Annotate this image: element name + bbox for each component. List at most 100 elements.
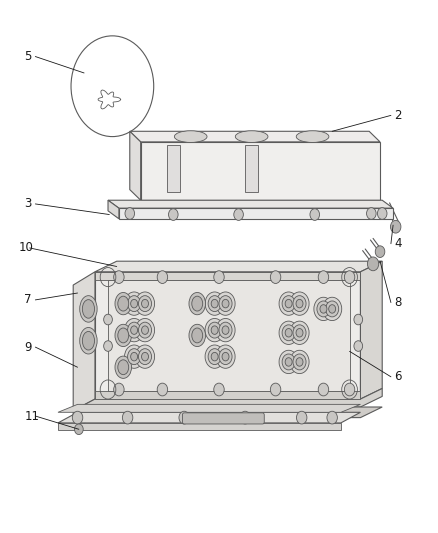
Circle shape [74,424,83,434]
Polygon shape [95,272,360,399]
Circle shape [208,296,221,312]
Text: 10: 10 [19,241,34,254]
Circle shape [216,318,235,342]
Circle shape [71,36,154,136]
Circle shape [290,292,309,316]
Circle shape [320,305,327,313]
Ellipse shape [115,293,131,315]
Circle shape [314,297,333,320]
Text: 4: 4 [394,237,402,250]
Circle shape [141,300,148,308]
Circle shape [131,300,138,308]
Circle shape [211,352,218,361]
Circle shape [179,411,189,424]
Ellipse shape [115,356,131,378]
Circle shape [318,383,328,396]
Circle shape [290,350,309,374]
Ellipse shape [82,300,95,318]
Circle shape [234,209,244,220]
Circle shape [293,296,306,312]
Circle shape [290,321,309,344]
Circle shape [222,326,229,334]
Polygon shape [167,144,180,192]
Circle shape [104,314,113,325]
Circle shape [296,358,303,366]
Polygon shape [58,423,341,430]
Circle shape [138,322,152,338]
Ellipse shape [189,324,205,346]
Circle shape [208,322,221,338]
Circle shape [141,352,148,361]
Polygon shape [141,142,380,200]
Ellipse shape [235,131,268,142]
Text: 7: 7 [25,293,32,306]
Circle shape [127,296,141,312]
Circle shape [205,292,224,316]
Polygon shape [73,272,95,411]
Circle shape [279,350,298,374]
Polygon shape [360,261,382,399]
Polygon shape [245,144,258,192]
FancyBboxPatch shape [183,413,264,424]
Circle shape [138,349,152,365]
Circle shape [293,325,306,341]
Circle shape [285,358,292,366]
Circle shape [317,301,330,317]
Ellipse shape [80,296,97,322]
Circle shape [297,411,307,424]
Circle shape [296,328,303,337]
Circle shape [131,326,138,334]
Circle shape [104,341,113,351]
Text: 11: 11 [25,409,39,423]
Text: 3: 3 [25,197,32,211]
Polygon shape [95,272,360,280]
Ellipse shape [115,324,131,346]
Ellipse shape [174,131,207,142]
Text: 2: 2 [394,109,402,122]
Circle shape [124,318,144,342]
Ellipse shape [82,332,95,350]
Circle shape [114,383,124,396]
Circle shape [282,296,295,312]
Circle shape [135,345,155,368]
Circle shape [285,300,292,308]
Circle shape [219,349,232,365]
Circle shape [211,326,218,334]
Polygon shape [95,261,382,272]
Circle shape [367,208,376,219]
Circle shape [135,318,155,342]
Circle shape [322,297,342,320]
Circle shape [375,246,385,257]
Circle shape [310,209,320,220]
Ellipse shape [192,296,203,311]
Circle shape [157,271,168,284]
Circle shape [72,411,83,424]
Ellipse shape [189,293,205,315]
Polygon shape [108,280,350,391]
Ellipse shape [118,328,129,343]
Circle shape [285,328,292,337]
Circle shape [125,208,134,219]
Circle shape [354,341,363,351]
Circle shape [391,220,401,233]
Circle shape [282,354,295,370]
Circle shape [344,271,355,284]
Ellipse shape [118,360,129,375]
Circle shape [124,345,144,368]
Circle shape [122,411,133,424]
Circle shape [378,208,387,219]
Circle shape [222,352,229,361]
Ellipse shape [118,296,129,311]
Circle shape [138,296,152,312]
Polygon shape [130,131,380,142]
Circle shape [205,318,224,342]
Circle shape [354,314,363,325]
Circle shape [141,326,148,334]
Circle shape [169,209,178,220]
Circle shape [208,349,221,365]
Circle shape [214,271,224,284]
Circle shape [205,345,224,368]
Circle shape [216,292,235,316]
Text: 6: 6 [394,370,402,383]
Circle shape [135,292,155,316]
